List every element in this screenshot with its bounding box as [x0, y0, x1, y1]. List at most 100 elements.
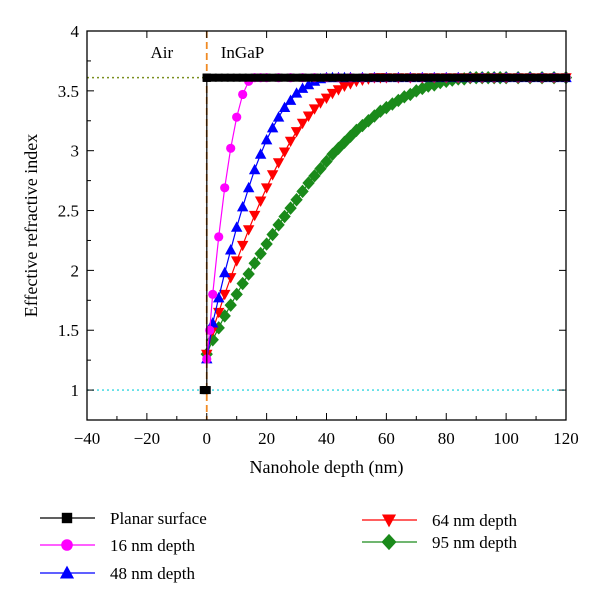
series-line — [206, 77, 566, 360]
data-point — [478, 73, 487, 82]
x-axis-title: Nanohole depth (nm) — [250, 457, 404, 478]
data-point — [230, 287, 243, 302]
x-tick-label: 40 — [318, 429, 335, 448]
data-point — [230, 256, 243, 267]
data-point — [284, 94, 297, 105]
data-point — [218, 309, 231, 323]
data-point — [356, 118, 369, 133]
data-point — [254, 246, 267, 261]
x-tick-label: 80 — [438, 429, 455, 448]
data-point — [272, 111, 285, 122]
data-point — [238, 89, 248, 100]
legend-label: Planar surface — [110, 509, 207, 528]
data-point — [290, 193, 303, 207]
x-tick-label: 20 — [258, 429, 275, 448]
x-tick-label: 60 — [378, 429, 395, 448]
data-point — [380, 100, 393, 115]
data-point — [338, 81, 351, 93]
data-point — [416, 81, 429, 96]
legend-item: 95 nm depth — [362, 533, 517, 552]
y-tick-label: 2 — [71, 261, 80, 280]
data-point — [236, 200, 249, 212]
data-point — [308, 104, 321, 115]
data-point — [242, 181, 255, 193]
data-point — [442, 73, 451, 82]
data-point — [250, 73, 259, 82]
data-point — [298, 73, 307, 82]
data-point — [370, 73, 379, 82]
data-point — [514, 73, 523, 82]
data-point — [490, 73, 499, 82]
legend-label: 48 nm depth — [110, 564, 195, 583]
y-tick-label: 4 — [71, 22, 80, 41]
data-point — [266, 170, 279, 181]
data-point — [260, 183, 273, 194]
data-point — [418, 73, 427, 82]
legend-marker — [61, 539, 73, 551]
data-point — [256, 73, 265, 82]
data-point — [424, 73, 433, 82]
data-point — [205, 325, 215, 335]
data-point — [290, 127, 303, 138]
data-point — [394, 73, 403, 82]
data-point — [508, 73, 517, 82]
data-point — [214, 232, 224, 242]
data-point — [218, 289, 231, 301]
data-point — [388, 73, 397, 82]
data-point — [320, 154, 333, 169]
data-point — [290, 87, 303, 98]
data-point — [502, 73, 511, 82]
data-point — [218, 266, 231, 278]
data-point — [334, 73, 343, 82]
data-point — [386, 97, 399, 111]
data-point — [520, 73, 529, 82]
data-point — [538, 73, 547, 82]
legend-label: 64 nm depth — [432, 511, 517, 530]
data-point — [326, 147, 339, 162]
data-point — [292, 73, 301, 82]
series-line — [206, 77, 566, 355]
series-64-nm-depth — [201, 73, 572, 361]
data-point — [284, 201, 297, 215]
data-point — [242, 267, 255, 281]
legend-label: 16 nm depth — [110, 536, 195, 555]
data-point — [286, 73, 295, 82]
data-point — [232, 112, 242, 122]
legend-item: Planar surface — [40, 509, 207, 528]
air-region-label: Air — [151, 43, 174, 62]
data-point — [244, 73, 253, 82]
data-point — [358, 73, 367, 82]
data-point — [208, 73, 217, 82]
data-point — [208, 289, 218, 299]
series-line — [206, 77, 566, 360]
data-point — [278, 147, 291, 158]
data-point — [272, 158, 285, 169]
data-point — [376, 73, 385, 82]
data-point — [308, 169, 321, 183]
x-tick-label: −20 — [134, 429, 161, 448]
x-tick-label: −40 — [74, 429, 101, 448]
data-point — [232, 73, 241, 82]
data-point — [406, 73, 415, 82]
series-planar-surface — [199, 73, 570, 395]
data-point — [278, 101, 291, 113]
ingap-region-label: InGaP — [221, 43, 264, 62]
series-line — [203, 77, 566, 391]
data-point — [532, 73, 541, 82]
reference-lines — [87, 31, 566, 420]
data-point — [316, 73, 325, 82]
data-point — [296, 118, 309, 130]
axes: −40 −20 0 20 40 60 80 100 120 1 1.5 2 2.5 3 3.5 4 — [58, 22, 579, 448]
data-point — [272, 218, 285, 232]
data-point — [328, 73, 337, 82]
data-point — [213, 291, 225, 303]
data-point — [302, 176, 315, 190]
x-tick-label: 100 — [493, 429, 519, 448]
legend-marker — [381, 533, 397, 551]
data-point — [236, 276, 249, 291]
data-point — [254, 196, 267, 207]
legend-item: 64 nm depth — [362, 511, 517, 530]
data-point — [326, 88, 339, 100]
data-point — [322, 73, 331, 82]
